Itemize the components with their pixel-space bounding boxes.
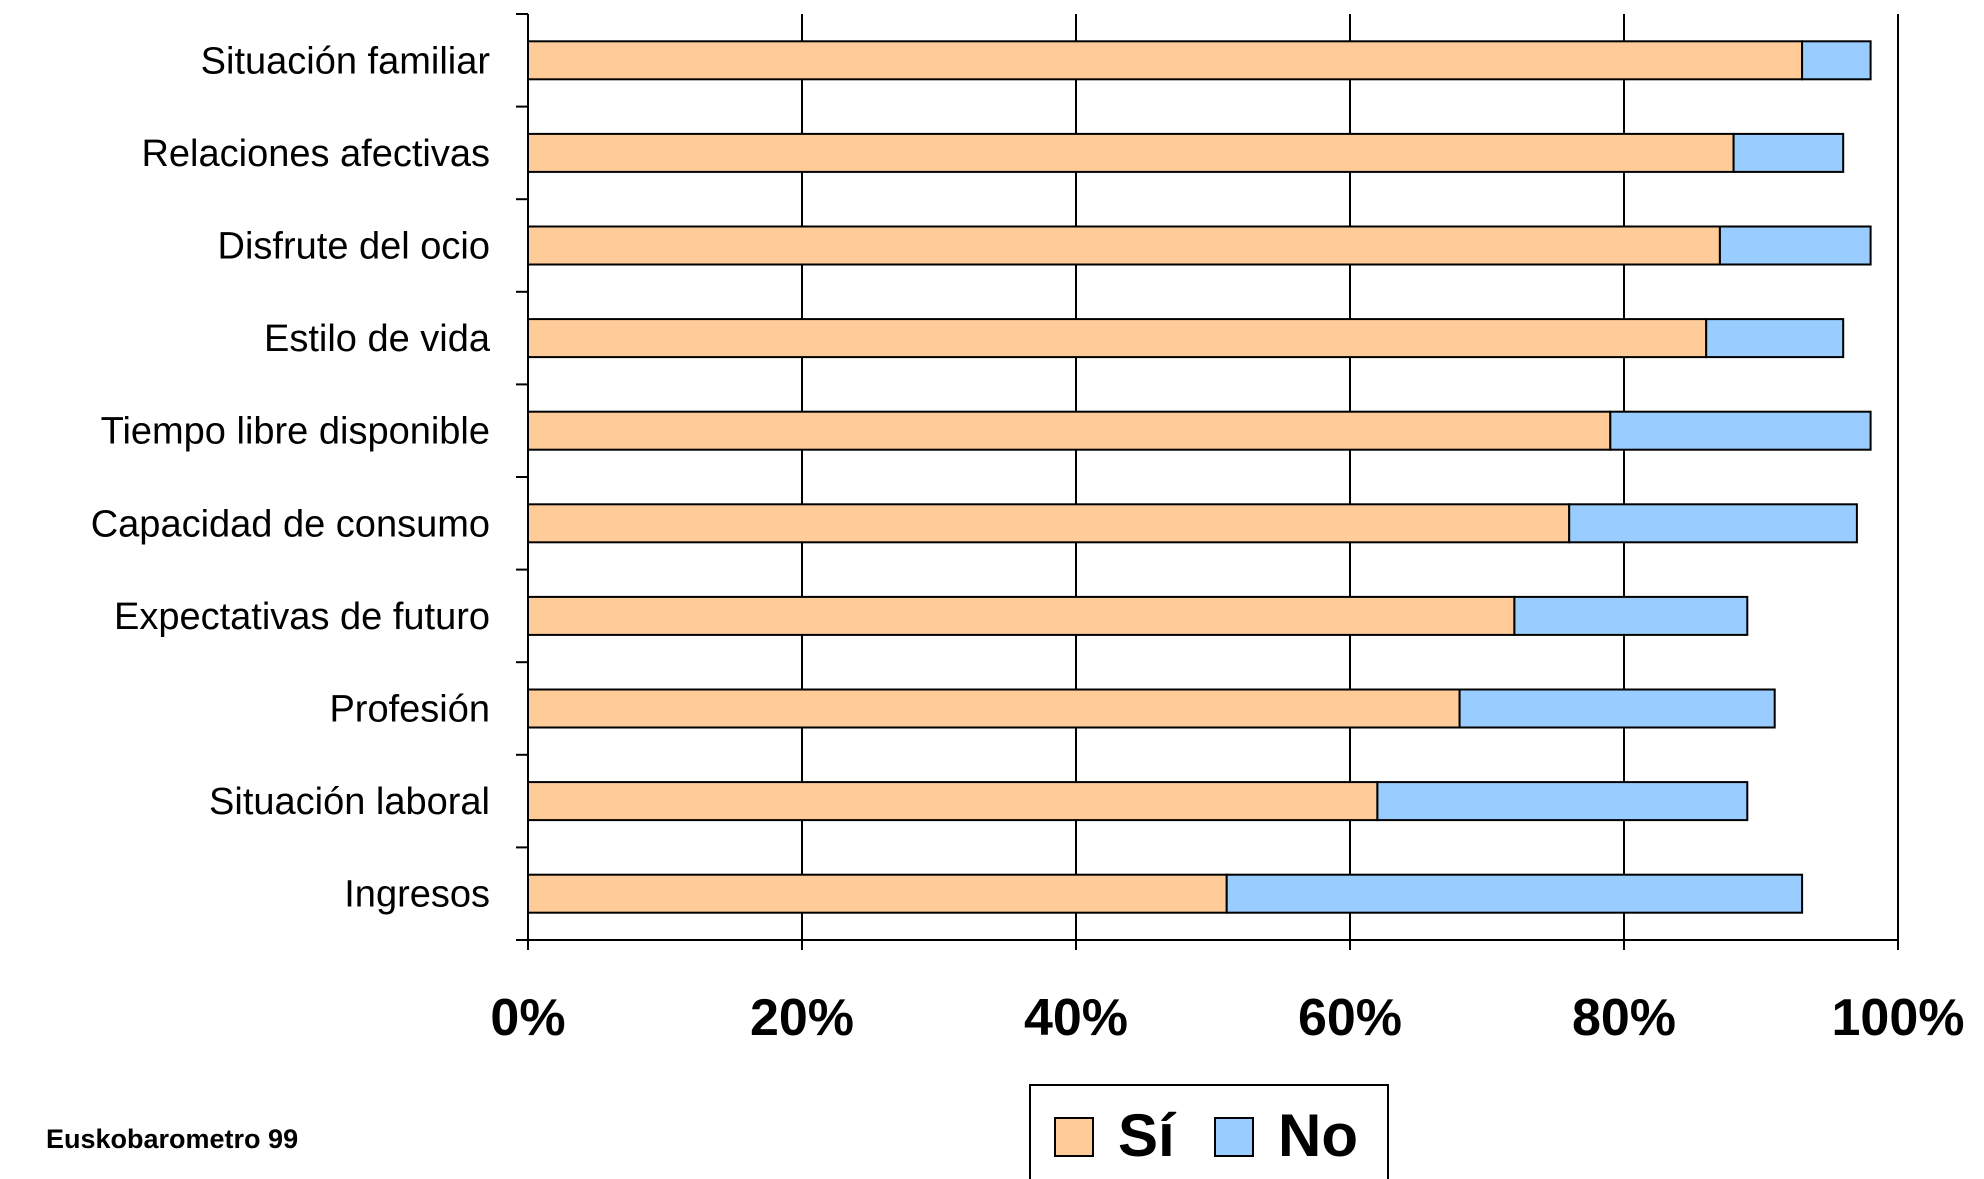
bar-si — [527, 225, 1721, 266]
bar-no — [1568, 503, 1858, 544]
x-tick-label: 60% — [1298, 989, 1402, 1047]
legend-swatch-si — [1054, 1117, 1094, 1157]
source-note: Euskobarometro 99 — [46, 1124, 299, 1154]
bar-si — [527, 132, 1735, 173]
x-tick-label: 80% — [1572, 989, 1676, 1047]
category-label: Profesión — [329, 689, 490, 731]
category-label: Tiempo libre disponible — [101, 411, 490, 453]
x-tick-label: 40% — [1024, 989, 1128, 1047]
bar-si — [527, 503, 1571, 544]
category-label: Expectativas de futuro — [114, 596, 490, 638]
x-tick-label: 100% — [1832, 989, 1965, 1047]
legend-label-si: Sí — [1118, 1102, 1177, 1169]
category-label: Disfrute del ocio — [218, 226, 490, 268]
axes — [516, 13, 1899, 950]
category-label: Situación laboral — [209, 781, 490, 823]
bar-si — [527, 873, 1228, 914]
bar-si — [527, 595, 1516, 636]
category-label: Capacidad de consumo — [91, 503, 490, 545]
bars — [527, 40, 1872, 914]
bar-no — [1801, 40, 1872, 81]
bar-si — [527, 410, 1612, 451]
legend-label-no: No — [1278, 1102, 1358, 1169]
legend: Sí No — [1029, 1084, 1389, 1179]
legend-swatch-no — [1214, 1117, 1254, 1157]
bar-si — [527, 781, 1379, 822]
bar-no — [1376, 781, 1749, 822]
bar-si — [527, 318, 1708, 359]
bar-no — [1458, 688, 1776, 729]
category-label: Estilo de vida — [264, 318, 491, 360]
bar-no — [1732, 132, 1845, 173]
bar-si — [527, 40, 1804, 81]
bar-no — [1513, 595, 1749, 636]
x-tick-labels: 0% 20% 40% 60% 80% 100% — [490, 989, 1964, 1047]
bar-si — [527, 688, 1461, 729]
category-labels: Situación familiar Relaciones afectivas Di… — [91, 40, 491, 915]
bar-no — [1705, 318, 1845, 359]
category-label: Situación familiar — [201, 40, 491, 82]
bar-no — [1225, 873, 1804, 914]
category-label: Ingresos — [344, 874, 490, 916]
bar-no — [1718, 225, 1872, 266]
bar-no — [1609, 410, 1872, 451]
x-tick-label: 20% — [750, 989, 854, 1047]
x-tick-label: 0% — [490, 989, 565, 1047]
category-label: Relaciones afectivas — [141, 133, 490, 175]
